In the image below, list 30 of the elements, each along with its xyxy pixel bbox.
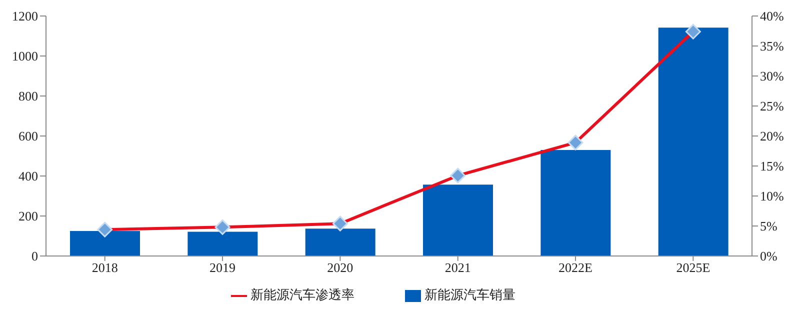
x-tick-label: 2022E [558,260,593,276]
x-tick-label: 2020 [327,260,354,276]
bar [305,228,376,256]
x-tick-label: 2021 [444,260,471,276]
y2-tick-label: 40% [760,8,784,24]
y-tick-label: 600 [18,128,38,144]
bar [70,230,140,256]
legend-label: 新能源汽车渗透率 [250,286,354,302]
x-tick-label: 2025E [676,260,710,276]
y2-tick-label: 10% [760,188,784,204]
bar [540,150,611,256]
y-tick-label: 1200 [12,8,38,24]
bar [423,184,493,256]
y-tick-label: 400 [18,168,38,184]
x-tick-label: 2018 [92,260,118,276]
y2-tick-label: 15% [760,158,784,174]
legend-label: 新能源汽车销量 [424,286,516,302]
y2-tick-label: 0% [760,248,778,264]
x-tick-label: 2019 [210,260,236,276]
y-tick-label: 0 [32,248,38,264]
bar [188,232,258,256]
y-tick-label: 800 [18,88,38,104]
y2-tick-label: 5% [760,218,778,234]
y2-tick-label: 25% [760,98,784,114]
bar [658,28,728,256]
y2-tick-label: 35% [760,38,784,54]
y-tick-label: 200 [18,208,38,224]
y-tick-label: 1000 [12,48,38,64]
y2-tick-label: 30% [760,68,784,84]
y2-tick-label: 20% [760,128,784,144]
